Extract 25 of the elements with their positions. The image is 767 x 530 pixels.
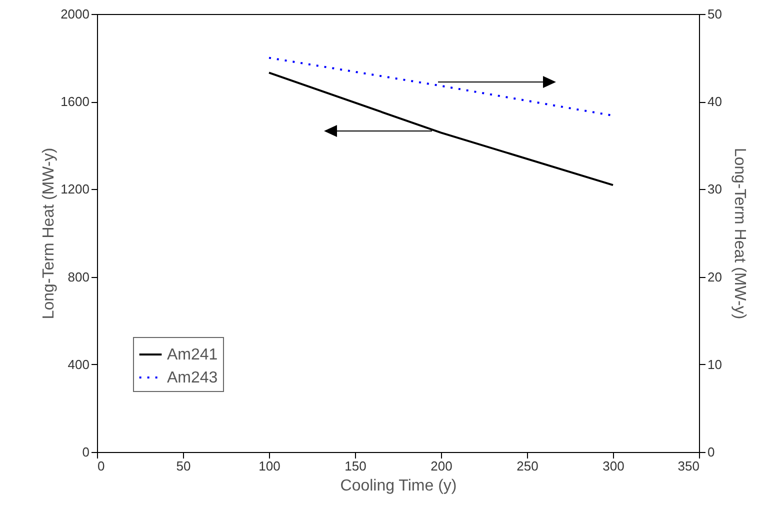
- y2-tick-label: 10: [708, 356, 722, 372]
- x-tick-label: 250: [516, 458, 538, 474]
- x-tick-label: 200: [430, 458, 452, 474]
- x-tick-label: 150: [344, 458, 366, 474]
- y2-tick-label: 20: [708, 269, 722, 284]
- y2-tick-label: 0: [708, 444, 715, 460]
- y-tick-label: 0: [82, 444, 90, 460]
- y-tick-label: 2000: [60, 6, 90, 22]
- x-tick-label: 350: [678, 458, 700, 474]
- y-tick-label: 400: [68, 356, 90, 372]
- x-tick-label: 0: [98, 458, 105, 474]
- y2-tick-label: 50: [708, 6, 722, 22]
- y2-axis-title: Long-Term Heat (MW-y): [730, 148, 748, 320]
- x-tick-label: 50: [176, 458, 191, 474]
- legend-label: Am241: [167, 346, 218, 364]
- legend-label: Am243: [167, 370, 218, 386]
- y-tick-label: 800: [68, 269, 90, 284]
- x-axis-title: Cooling Time (y): [340, 478, 457, 494]
- y2-tick-label: 30: [708, 182, 722, 197]
- y-tick-label: 1600: [60, 94, 90, 110]
- x-tick-label: 300: [602, 458, 624, 474]
- y2-tick-label: 40: [708, 94, 722, 110]
- y-axis-title: Long-Term Heat (MW-y): [40, 148, 58, 320]
- y-tick-label: 1200: [60, 182, 90, 197]
- x-tick-label: 100: [258, 458, 280, 474]
